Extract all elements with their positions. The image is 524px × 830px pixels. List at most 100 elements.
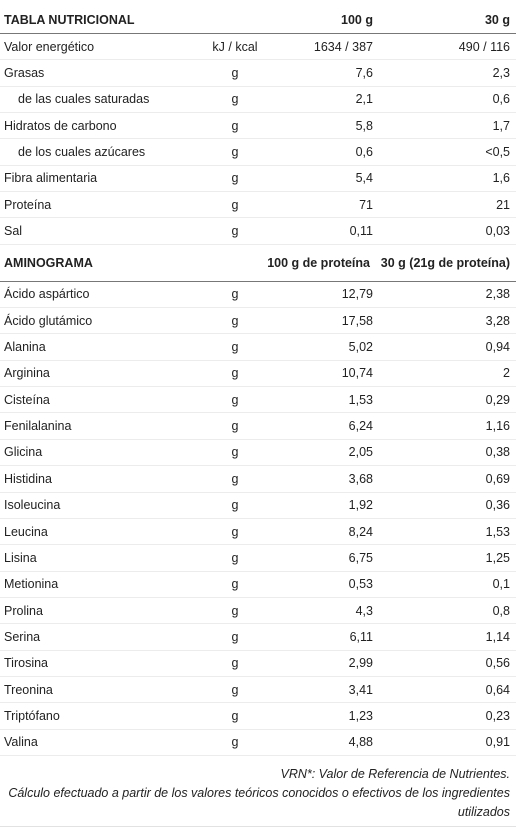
- nutrition-table: TABLA NUTRICIONAL 100 g 30 g Valor energ…: [0, 6, 516, 756]
- table-row: Valina g 4,88 0,91: [0, 730, 516, 756]
- table-row: Cisteína g 1,53 0,29: [0, 387, 516, 414]
- row-value-col1: 3,68: [348, 471, 373, 486]
- row-label: Serina: [4, 629, 41, 644]
- row-value-col1: 1634 / 387: [313, 39, 373, 54]
- row-label: Hidratos de carbono: [4, 118, 117, 133]
- table-row: Sal g 0,11 0,03: [0, 218, 516, 245]
- aminogram-title: AMINOGRAMA: [4, 255, 93, 270]
- table-row: Hidratos de carbono g 5,8 1,7: [0, 113, 516, 140]
- row-unit: g: [231, 656, 239, 671]
- row-label: Alanina: [4, 340, 46, 355]
- row-value-col1: 1,92: [348, 498, 373, 513]
- row-value-col1: 10,74: [341, 366, 373, 381]
- table-row: Glicina g 2,05 0,38: [0, 440, 516, 467]
- row-unit: g: [231, 145, 239, 160]
- row-value-col2: 1,25: [485, 550, 510, 565]
- table-row: Serina g 6,11 1,14: [0, 624, 516, 651]
- row-unit: g: [231, 118, 239, 133]
- row-label: Isoleucina: [4, 498, 61, 513]
- row-value-col2: 0,29: [485, 392, 510, 407]
- row-value-col2: 0,94: [485, 340, 510, 355]
- row-unit: g: [231, 682, 239, 697]
- col-30g-header: 30 g (21g de proteína): [380, 255, 510, 270]
- row-value-col1: 1,23: [348, 708, 373, 723]
- row-unit: g: [231, 66, 239, 81]
- row-value-col1: 2,99: [348, 656, 373, 671]
- table-row: Proteína g 71 21: [0, 192, 516, 219]
- row-value-col2: 2,3: [492, 66, 510, 81]
- table-row: Ácido aspártico g 12,79 2,38: [0, 282, 516, 309]
- row-value-col1: 2,05: [348, 445, 373, 460]
- row-value-col2: 0,91: [485, 735, 510, 750]
- col-100g-header: 100 g: [341, 12, 373, 27]
- row-value-col1: 0,6: [355, 145, 373, 160]
- row-value-col2: 3,28: [485, 313, 510, 328]
- row-label: Ácido aspártico: [4, 287, 90, 302]
- footer-divider: [0, 826, 516, 827]
- row-value-col1: 5,8: [355, 118, 373, 133]
- table-row: Tirosina g 2,99 0,56: [0, 651, 516, 677]
- table-row: Triptófano g 1,23 0,23: [0, 703, 516, 730]
- aminogram-header-row: AMINOGRAMA 100 g de proteína 30 g (21g d…: [0, 245, 516, 282]
- row-value-col2: 2: [503, 366, 510, 381]
- row-value-col1: 5,4: [355, 171, 373, 186]
- row-unit: g: [231, 471, 239, 486]
- row-label: Fenilalanina: [4, 419, 72, 434]
- row-value-col1: 0,11: [349, 224, 373, 239]
- row-value-col2: 1,16: [485, 419, 510, 434]
- row-label: Grasas: [4, 66, 45, 81]
- row-value-col2: 490 / 116: [458, 39, 510, 54]
- row-unit: kJ / kcal: [212, 39, 258, 54]
- row-value-col2: 0,1: [492, 577, 510, 592]
- row-label: Glicina: [4, 445, 43, 460]
- row-unit: g: [231, 577, 239, 592]
- row-value-col1: 6,11: [349, 629, 373, 644]
- row-value-col1: 17,58: [341, 313, 373, 328]
- row-label: Ácido glutámico: [4, 313, 93, 328]
- row-label: de las cuales saturadas: [18, 92, 150, 107]
- row-value-col1: 6,75: [348, 550, 373, 565]
- table-row: Fenilalanina g 6,24 1,16: [0, 413, 516, 440]
- row-label: de los cuales azúcares: [18, 145, 146, 160]
- row-unit: g: [231, 629, 239, 644]
- table-row: Arginina g 10,74 2: [0, 361, 516, 388]
- row-unit: g: [231, 445, 239, 460]
- table-row: Lisina g 6,75 1,25: [0, 545, 516, 572]
- row-label: Arginina: [4, 366, 50, 381]
- row-value-col2: 1,6: [492, 171, 510, 186]
- row-value-col2: 0,36: [485, 498, 510, 513]
- nutrition-rows: Valor energético kJ / kcal 1634 / 387 490 /…: [0, 34, 516, 245]
- row-label: Leucina: [4, 524, 48, 539]
- row-value-col1: 4,3: [355, 603, 373, 618]
- footer-note-vrn: VRN*: Valor de Referencia de Nutrientes.: [280, 767, 510, 781]
- row-label: Metionina: [4, 577, 59, 592]
- table-row: de las cuales saturadas g 2,1 0,6: [0, 87, 516, 114]
- table-row: Treonina g 3,41 0,64: [0, 677, 516, 704]
- row-value-col1: 4,88: [348, 735, 373, 750]
- row-unit: g: [231, 171, 239, 186]
- table-row: Valor energético kJ / kcal 1634 / 387 490 /…: [0, 34, 516, 61]
- row-label: Histidina: [4, 471, 52, 486]
- row-value-col1: 3,41: [348, 682, 373, 697]
- row-label: Cisteína: [4, 392, 50, 407]
- row-value-col1: 1,53: [348, 392, 373, 407]
- footer-notes: VRN*: Valor de Referencia de Nutrientes.…: [0, 765, 516, 822]
- row-value-col1: 5,02: [348, 340, 373, 355]
- row-unit: g: [231, 197, 239, 212]
- footer-note-calculation: Cálculo efectuado a partir de los valore…: [8, 786, 510, 819]
- row-value-col1: 12,79: [341, 287, 373, 302]
- row-value-col1: 8,24: [348, 524, 373, 539]
- row-value-col1: 0,53: [348, 577, 373, 592]
- row-value-col2: 1,53: [485, 524, 510, 539]
- aminogram-rows: Ácido aspártico g 12,79 2,38 Ácido glutámico…: [0, 282, 516, 756]
- row-label: Proteína: [4, 197, 52, 212]
- table-row: Ácido glutámico g 17,58 3,28: [0, 308, 516, 335]
- row-unit: g: [231, 92, 239, 107]
- row-value-col2: 0,8: [492, 603, 510, 618]
- nutrition-title: TABLA NUTRICIONAL: [4, 12, 135, 27]
- row-unit: g: [231, 287, 239, 302]
- table-row: Fibra alimentaria g 5,4 1,6: [0, 166, 516, 193]
- row-unit: g: [231, 708, 239, 723]
- row-unit: g: [231, 419, 239, 434]
- table-row: Histidina g 3,68 0,69: [0, 466, 516, 493]
